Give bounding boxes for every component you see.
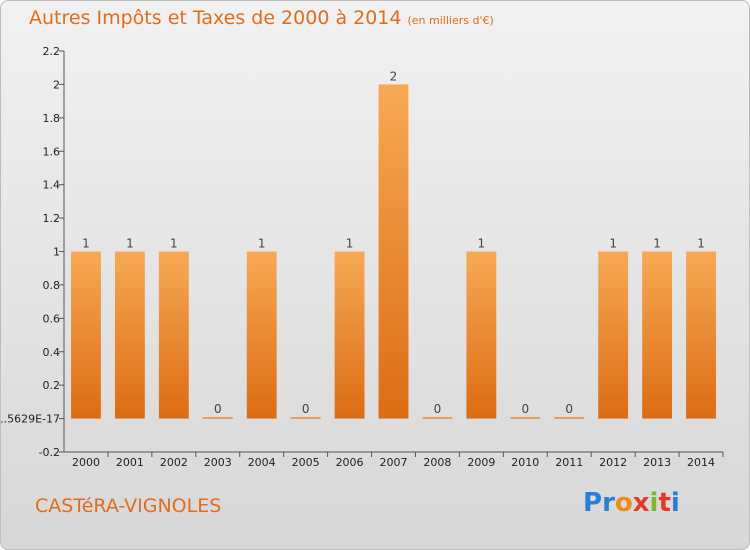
x-tick-label: 2014 — [687, 456, 715, 469]
logo-letter: o — [614, 488, 633, 518]
y-tick-label: 0.6 — [43, 312, 61, 325]
bar-2000 — [71, 251, 101, 419]
logo-letter: t — [658, 488, 671, 518]
logo-letter: i — [649, 488, 659, 518]
chart-title: Autres Impôts et Taxes de 2000 à 2014 — [29, 7, 402, 29]
x-tick-label: 2007 — [380, 456, 408, 469]
y-tick-label: 1.6 — [43, 145, 61, 158]
data-label-2011: 0 — [565, 402, 573, 416]
logo-letter: P — [583, 488, 603, 518]
bar-2005 — [290, 417, 321, 419]
data-label-2002: 1 — [170, 237, 178, 251]
data-label-2006: 1 — [346, 237, 354, 251]
x-tick-label: 2003 — [204, 456, 232, 469]
bar-2006 — [334, 251, 365, 419]
data-label-2013: 1 — [653, 237, 661, 251]
logo-letter: x — [632, 488, 650, 518]
y-tick-label: 2 — [53, 78, 60, 91]
x-tick-label: 2009 — [467, 456, 495, 469]
x-tick-label: 2000 — [72, 456, 100, 469]
data-label-2007: 2 — [390, 69, 398, 83]
bar-2013 — [642, 251, 673, 419]
data-label-2005: 0 — [302, 402, 310, 416]
y-tick-label: 1.2 — [43, 212, 61, 225]
data-label-2003: 0 — [214, 402, 222, 416]
x-tick-label: 2005 — [292, 456, 320, 469]
data-label-2014: 1 — [697, 237, 705, 251]
y-tick-label: 0.2 — [43, 379, 61, 392]
bar-2010 — [510, 417, 541, 419]
bar-2003 — [202, 417, 233, 419]
data-label-2000: 1 — [82, 237, 90, 251]
x-tick-label: 2006 — [336, 456, 364, 469]
y-tick-label: 1.8 — [43, 112, 61, 125]
x-tick-label: 2011 — [555, 456, 583, 469]
data-label-2009: 1 — [478, 237, 486, 251]
bar-2009 — [466, 251, 497, 419]
x-tick-label: 2010 — [511, 456, 539, 469]
x-tick-label: 2004 — [248, 456, 276, 469]
y-tick-label: -0.2 — [39, 446, 60, 459]
y-tick-label: -1.5629E-17 — [1, 413, 60, 426]
x-tick-label: 2002 — [160, 456, 188, 469]
data-label-2008: 0 — [434, 402, 442, 416]
chart-unit: (en milliers d'€) — [407, 14, 494, 27]
data-label-2001: 1 — [126, 237, 134, 251]
bar-2002 — [158, 251, 189, 419]
y-tick-label: 0.8 — [43, 279, 61, 292]
data-label-2012: 1 — [609, 237, 617, 251]
bar-2014 — [686, 251, 716, 419]
x-tick-label: 2001 — [116, 456, 144, 469]
commune-name: CASTéRA-VIGNOLES — [35, 495, 222, 517]
proxiti-logo: Proxiti — [583, 488, 680, 518]
bar-2004 — [246, 251, 277, 419]
x-tick-label: 2012 — [599, 456, 627, 469]
bar-2012 — [598, 251, 629, 419]
logo-letter: i — [670, 488, 680, 518]
x-tick-label: 2013 — [643, 456, 671, 469]
y-tick-label: 1 — [53, 246, 60, 259]
data-label-2004: 1 — [258, 237, 266, 251]
bar-2011 — [554, 417, 585, 419]
y-tick-label: 1.4 — [43, 179, 61, 192]
bar-2008 — [422, 417, 453, 419]
chart-title-block: Autres Impôts et Taxes de 2000 à 2014 (en… — [29, 7, 494, 29]
y-tick-label: 2.2 — [43, 45, 61, 58]
logo-letter: r — [602, 488, 615, 518]
y-tick-label: 0.4 — [43, 346, 61, 359]
data-label-2010: 0 — [521, 402, 529, 416]
bar-2001 — [114, 251, 145, 419]
x-tick-label: 2008 — [423, 456, 451, 469]
bar-2007 — [378, 84, 409, 419]
